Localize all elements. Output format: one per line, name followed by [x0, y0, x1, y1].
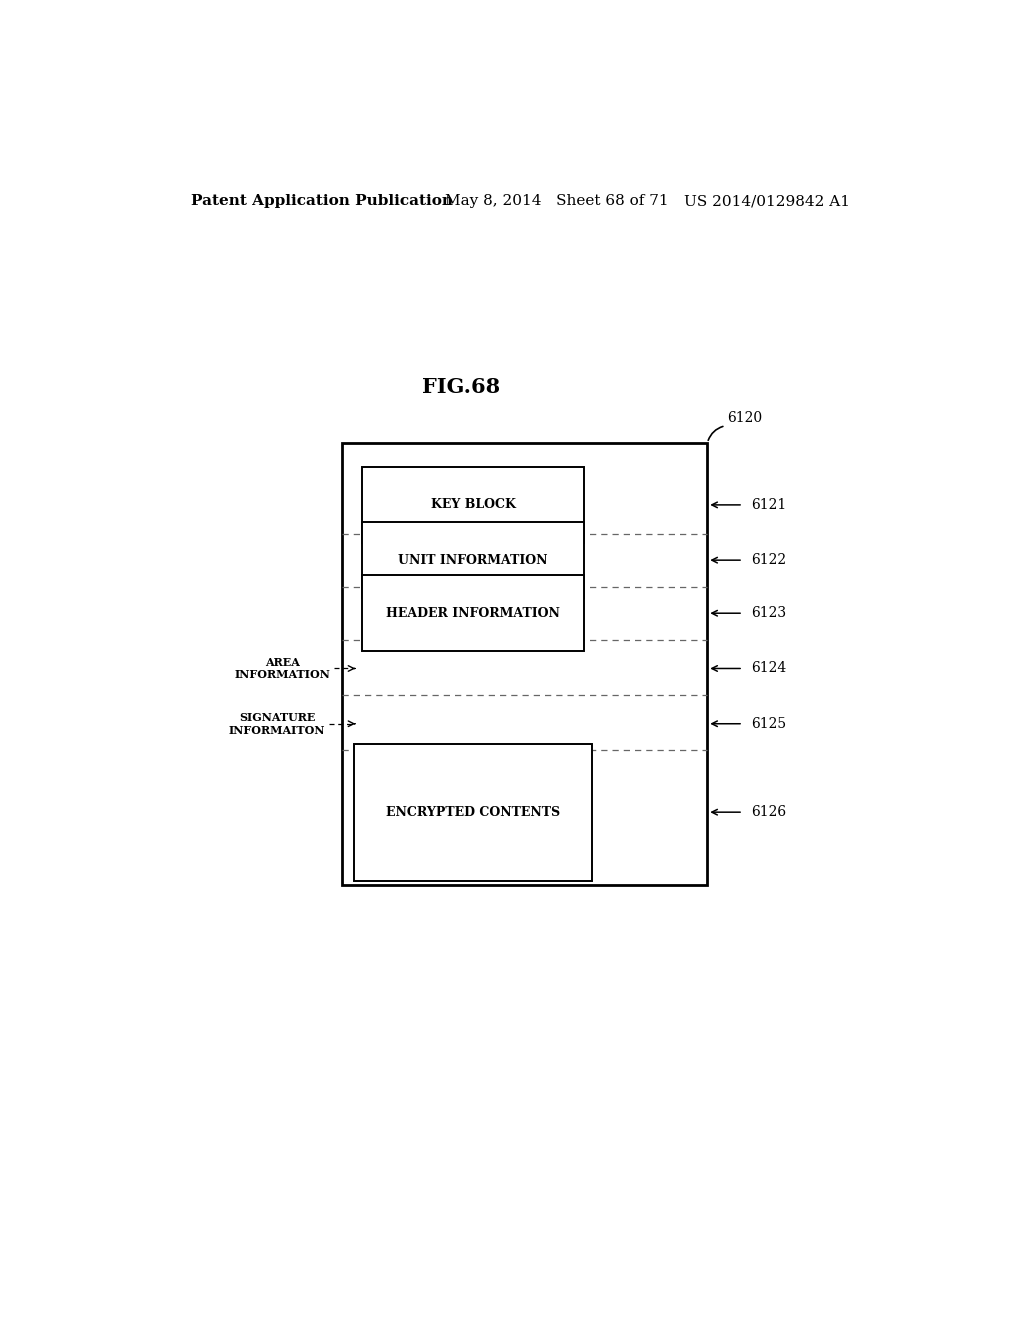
- FancyArrowPatch shape: [709, 426, 723, 441]
- Text: 6125: 6125: [751, 717, 786, 731]
- Text: 6126: 6126: [751, 805, 786, 820]
- Text: FIG.68: FIG.68: [422, 378, 501, 397]
- Bar: [362, 467, 585, 543]
- Text: US 2014/0129842 A1: US 2014/0129842 A1: [684, 194, 850, 209]
- Text: SIGNATURE
INFORMAITON: SIGNATURE INFORMAITON: [229, 711, 326, 735]
- Bar: [342, 444, 708, 886]
- Text: 6120: 6120: [727, 411, 762, 425]
- Text: 6124: 6124: [751, 661, 786, 676]
- Text: ENCRYPTED CONTENTS: ENCRYPTED CONTENTS: [386, 805, 560, 818]
- Bar: [362, 576, 585, 651]
- Text: UNIT INFORMATION: UNIT INFORMATION: [398, 553, 548, 566]
- Text: May 8, 2014   Sheet 68 of 71: May 8, 2014 Sheet 68 of 71: [445, 194, 669, 209]
- Text: KEY BLOCK: KEY BLOCK: [431, 499, 516, 511]
- Text: 6122: 6122: [751, 553, 786, 568]
- Text: AREA
INFORMATION: AREA INFORMATION: [234, 656, 331, 680]
- Bar: [362, 521, 585, 598]
- Text: 6121: 6121: [751, 498, 786, 512]
- Text: 6123: 6123: [751, 606, 786, 620]
- Bar: [354, 743, 592, 880]
- Text: HEADER INFORMATION: HEADER INFORMATION: [386, 607, 560, 619]
- Text: Patent Application Publication: Patent Application Publication: [191, 194, 454, 209]
